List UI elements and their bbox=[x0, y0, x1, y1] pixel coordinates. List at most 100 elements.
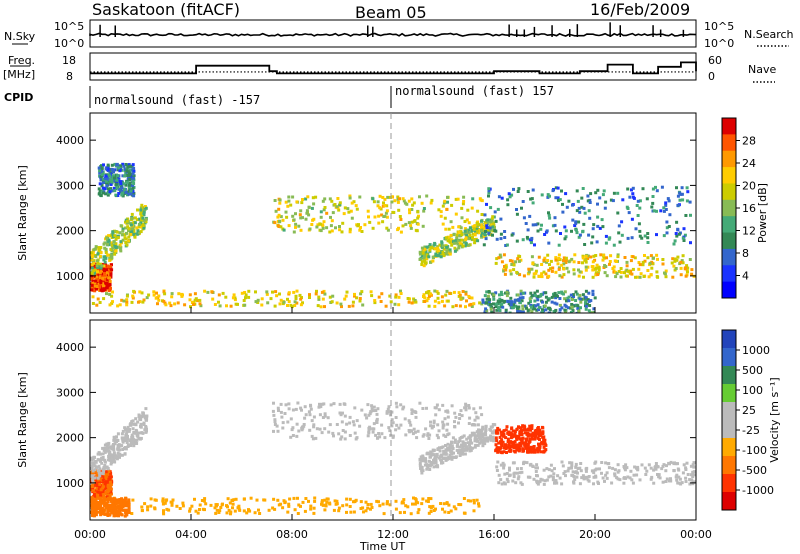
power-cell bbox=[126, 221, 129, 225]
power-cell bbox=[376, 200, 380, 204]
velocity-cell bbox=[656, 473, 659, 476]
power-cell bbox=[114, 245, 118, 249]
velocity-cell bbox=[595, 467, 599, 471]
power-cell bbox=[427, 290, 431, 293]
power-cell bbox=[650, 205, 654, 209]
power-cell bbox=[552, 294, 556, 298]
power-cell bbox=[506, 203, 510, 207]
power-cell bbox=[589, 255, 593, 259]
power-cell bbox=[433, 304, 437, 308]
power-cell bbox=[346, 207, 350, 211]
power-cell bbox=[508, 311, 512, 313]
power-cell bbox=[308, 227, 312, 231]
power-cell bbox=[529, 197, 533, 201]
power-cell bbox=[385, 215, 389, 219]
velocity-cell bbox=[337, 509, 341, 513]
velocity-cell bbox=[553, 481, 556, 485]
power-cell bbox=[402, 199, 406, 203]
velocity-cell bbox=[684, 480, 688, 483]
power-cell bbox=[256, 301, 260, 304]
velocity-cell bbox=[97, 487, 101, 491]
velocity-cell bbox=[434, 458, 438, 462]
velocity-cell bbox=[542, 438, 546, 442]
power-cell bbox=[675, 220, 679, 224]
power-cell bbox=[596, 188, 600, 192]
power-cell bbox=[460, 233, 464, 236]
power-cell bbox=[115, 162, 119, 166]
power-cell bbox=[630, 272, 634, 276]
velocity-cell bbox=[123, 501, 127, 505]
power-cell bbox=[537, 274, 541, 278]
velocity-cell bbox=[139, 417, 143, 421]
velocity-cell bbox=[343, 430, 347, 434]
velocity-cell bbox=[665, 464, 668, 468]
power-cell bbox=[291, 214, 295, 218]
power-cell bbox=[436, 291, 440, 295]
velocity-cell bbox=[453, 411, 457, 415]
velocity-cell bbox=[124, 439, 128, 442]
velocity-cell bbox=[399, 403, 403, 407]
velocity-cell bbox=[578, 482, 582, 486]
velocity-cell bbox=[636, 467, 640, 471]
power-cell bbox=[97, 249, 101, 252]
power-cell bbox=[425, 257, 429, 261]
velocity-cell bbox=[370, 407, 374, 411]
power-cell bbox=[112, 168, 116, 172]
velocity-cell bbox=[334, 502, 338, 506]
velocity-cell bbox=[101, 467, 105, 471]
velocity-cell bbox=[229, 512, 232, 516]
velocity-cell bbox=[428, 464, 432, 468]
power-cell bbox=[490, 310, 494, 313]
velocity-cell bbox=[91, 469, 95, 473]
power-cell bbox=[576, 199, 580, 203]
colorbar-tick-label: 28 bbox=[742, 135, 756, 148]
power-cell bbox=[380, 213, 384, 217]
velocity-cell bbox=[623, 476, 626, 480]
velocity-cell bbox=[512, 472, 516, 476]
power-cell bbox=[414, 300, 418, 304]
power-cell bbox=[292, 230, 296, 234]
power-cell bbox=[274, 290, 278, 294]
power-cell bbox=[351, 300, 355, 304]
velocity-cell bbox=[450, 440, 453, 444]
x-tick-label: 04:00 bbox=[175, 528, 207, 541]
velocity-cell bbox=[196, 511, 200, 515]
velocity-cell bbox=[539, 434, 543, 438]
power-cell bbox=[110, 263, 113, 267]
velocity-cell bbox=[432, 424, 435, 428]
velocity-cell bbox=[108, 503, 112, 507]
power-cell bbox=[476, 239, 480, 243]
velocity-cell bbox=[91, 488, 95, 492]
velocity-cell bbox=[371, 409, 375, 413]
power-cell bbox=[142, 298, 146, 302]
velocity-cell bbox=[162, 509, 165, 513]
velocity-cell bbox=[113, 435, 117, 439]
velocity-cell bbox=[524, 441, 528, 445]
power-cell bbox=[453, 249, 457, 253]
power-cell bbox=[90, 271, 94, 275]
power-cell bbox=[440, 295, 444, 299]
velocity-cell bbox=[167, 508, 171, 512]
velocity-cell bbox=[401, 407, 405, 411]
velocity-cell bbox=[99, 513, 103, 517]
power-cell bbox=[344, 294, 348, 298]
velocity-cell bbox=[596, 480, 600, 484]
velocity-cell bbox=[476, 423, 480, 427]
velocity-cell bbox=[110, 461, 113, 464]
power-cell bbox=[560, 189, 563, 193]
power-cell bbox=[275, 294, 279, 298]
power-cell bbox=[536, 298, 540, 302]
power-cell bbox=[278, 220, 282, 224]
velocity-cell bbox=[135, 433, 139, 437]
power-cell bbox=[536, 303, 540, 307]
power-cell bbox=[92, 261, 96, 265]
velocity-cell bbox=[297, 503, 301, 507]
velocity-cell bbox=[520, 470, 524, 474]
power-cell bbox=[626, 187, 630, 191]
velocity-cell bbox=[689, 464, 693, 468]
velocity-cell bbox=[552, 472, 556, 476]
velocity-cell bbox=[530, 424, 534, 428]
velocity-cell bbox=[691, 463, 695, 467]
velocity-cell bbox=[470, 441, 474, 445]
power-cell bbox=[343, 297, 347, 301]
